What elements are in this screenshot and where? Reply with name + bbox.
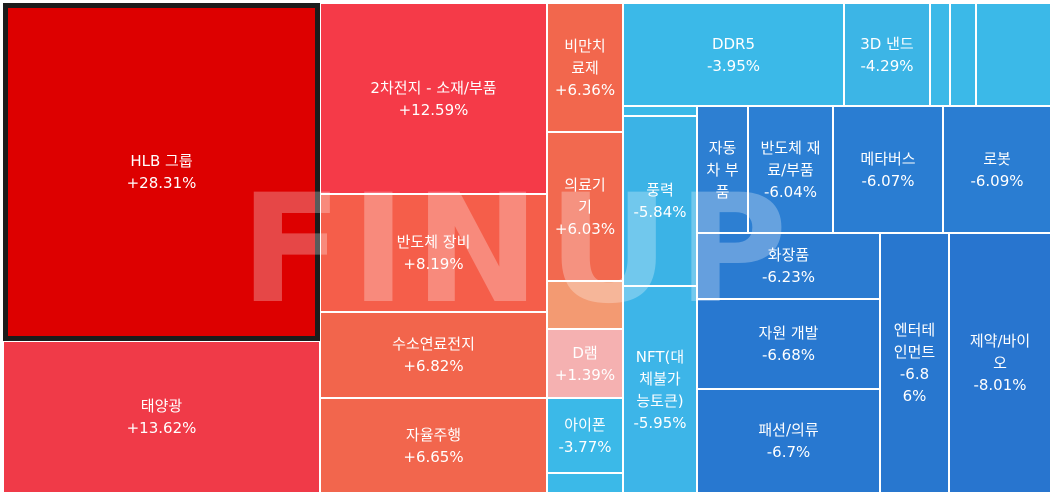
treemap-tile[interactable]: 자율주행 +6.65% — [320, 398, 547, 493]
tile-change: +8.19% — [403, 255, 464, 273]
tile-change: -6.07% — [861, 171, 915, 190]
tile-label: 아이폰 — [564, 415, 606, 434]
tile-label: 3D 낸드 — [860, 34, 914, 53]
tile-label: 의료기 기 — [564, 175, 606, 216]
treemap-tile[interactable]: 수소연료전지 +6.82% — [320, 312, 547, 398]
tile-change: +1.39% — [554, 365, 616, 384]
tile-change: +13.62% — [126, 419, 197, 437]
tile-change: -6.68% — [761, 346, 816, 364]
tile-label: 로봇 — [983, 149, 1011, 168]
treemap-tile[interactable]: D램 +1.39% — [547, 329, 623, 398]
treemap-tile[interactable]: 태양광 +13.62% — [3, 341, 320, 493]
tile-label: 수소연료전지 — [392, 335, 475, 353]
tile-change: -3.77% — [558, 437, 612, 456]
treemap-tile[interactable] — [623, 106, 697, 116]
treemap-tile[interactable]: 패션/의류 -6.7% — [697, 389, 880, 493]
tile-label: 반도체 장비 — [396, 233, 471, 251]
tile-change: -6.23% — [761, 268, 816, 286]
tile-label: 자율주행 — [405, 425, 462, 444]
treemap-tile[interactable]: 메타버스 -6.07% — [833, 106, 943, 233]
tile-change: +28.31% — [126, 174, 197, 192]
treemap-tile[interactable]: HLB 그룹 +28.31% — [3, 3, 320, 341]
treemap-tile[interactable]: NFT(대 체불가 능토큰) -5.95% — [623, 286, 697, 493]
treemap-tile[interactable]: 3D 낸드 -4.29% — [844, 3, 930, 106]
treemap-tile[interactable]: DDR5 -3.95% — [623, 3, 844, 106]
treemap-tile[interactable] — [976, 3, 1051, 106]
tile-label: 엔터테 인먼트 — [893, 321, 936, 361]
tile-label: 패션/의류 — [758, 421, 819, 439]
tile-label: DDR5 — [711, 34, 756, 53]
tile-label: 자원 개발 — [758, 324, 819, 342]
treemap-tile[interactable]: 자원 개발 -6.68% — [697, 299, 880, 389]
tile-change: +6.36% — [554, 80, 616, 99]
treemap-tile[interactable] — [547, 281, 623, 329]
tile-label: D램 — [572, 343, 598, 362]
tile-label: 2차전지 - 소재/부품 — [370, 78, 497, 97]
tile-change: +6.65% — [403, 447, 464, 466]
tile-change: -4.29% — [860, 56, 914, 75]
tile-label: 반도체 재 료/부품 — [760, 138, 821, 179]
treemap-tile[interactable]: 반도체 장비 +8.19% — [320, 194, 547, 312]
tile-change: +6.03% — [554, 219, 616, 238]
treemap-tile[interactable] — [950, 3, 976, 106]
tile-change: -5.95% — [633, 413, 687, 432]
treemap-tile[interactable]: 반도체 재 료/부품 -6.04% — [748, 106, 833, 233]
tile-label: 태양광 — [140, 397, 183, 415]
treemap-tile[interactable]: 엔터테 인먼트 -6.8 6% — [880, 233, 949, 493]
tile-change: -5.84% — [633, 203, 687, 221]
treemap-tile[interactable]: 의료기 기 +6.03% — [547, 132, 623, 281]
tile-change: -3.95% — [706, 56, 761, 75]
tile-change: -6.8 6% — [899, 365, 930, 405]
tile-label: 메타버스 — [860, 149, 916, 168]
treemap-tile[interactable]: 자동 차 부 품 — [697, 106, 748, 233]
treemap-tile[interactable]: 풍력 -5.84% — [623, 116, 697, 286]
treemap-tile[interactable] — [930, 3, 950, 106]
tile-label: 자동 차 부 품 — [706, 138, 739, 201]
treemap-tile[interactable]: 2차전지 - 소재/부품 +12.59% — [320, 3, 547, 194]
treemap-tile[interactable]: 제약/바이 오 -8.01% — [949, 233, 1051, 493]
tile-label: NFT(대 체불가 능토큰) — [635, 347, 685, 410]
tile-label: 제약/바이 오 — [969, 332, 1031, 372]
treemap-tile[interactable]: 로봇 -6.09% — [943, 106, 1051, 233]
tile-change: -6.04% — [763, 182, 818, 201]
treemap-tile[interactable]: 아이폰 -3.77% — [547, 398, 623, 473]
tile-label: 풍력 — [646, 181, 674, 199]
treemap-tile[interactable]: 화장품 -6.23% — [697, 233, 880, 299]
tile-label: 비만치 료제 — [564, 36, 606, 77]
tile-label: 화장품 — [767, 246, 810, 264]
tile-change: +6.82% — [403, 357, 464, 375]
tile-change: -6.7% — [766, 443, 811, 461]
treemap-tile[interactable] — [547, 473, 623, 493]
treemap-tile[interactable]: 비만치 료제 +6.36% — [547, 3, 623, 132]
tile-change: +12.59% — [398, 100, 469, 119]
tile-change: -6.09% — [970, 171, 1024, 190]
tile-change: -8.01% — [973, 376, 1027, 394]
tile-label: HLB 그룹 — [130, 152, 193, 170]
